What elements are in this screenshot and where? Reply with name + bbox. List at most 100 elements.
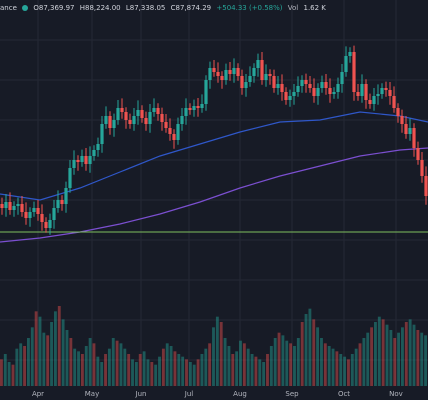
volume-bar bbox=[350, 354, 354, 386]
x-tick-label: Oct bbox=[338, 390, 350, 398]
volume-bar bbox=[80, 354, 84, 386]
candle-body bbox=[252, 68, 256, 76]
volume-bar bbox=[142, 351, 146, 386]
volume-bar bbox=[227, 346, 231, 386]
candle-body bbox=[104, 116, 108, 124]
volume-bar bbox=[161, 348, 165, 386]
volume-bar bbox=[23, 346, 26, 386]
volume-bar bbox=[123, 348, 127, 386]
candle-body bbox=[168, 128, 172, 134]
candle-body bbox=[152, 108, 156, 112]
candle-body bbox=[408, 128, 412, 134]
volume-bar bbox=[77, 351, 80, 386]
volume-bar bbox=[250, 354, 254, 386]
candle-body bbox=[324, 82, 328, 88]
volume-bar bbox=[154, 364, 158, 386]
candle-body bbox=[400, 116, 404, 124]
volume-bar bbox=[339, 354, 343, 386]
x-tick-label: Aug bbox=[233, 390, 247, 398]
volume-bar bbox=[131, 359, 134, 386]
volume-bar bbox=[312, 319, 316, 386]
volume-bar bbox=[397, 332, 401, 386]
candle-body bbox=[392, 96, 396, 108]
candle-body bbox=[396, 108, 400, 116]
volume-bar bbox=[165, 343, 169, 386]
volume-bar bbox=[362, 338, 366, 386]
volume-bar bbox=[15, 348, 19, 386]
candle-body bbox=[368, 100, 372, 104]
candle-body bbox=[76, 160, 80, 162]
volume-bar bbox=[266, 354, 269, 386]
volume-bar bbox=[73, 348, 77, 386]
candle-body bbox=[196, 106, 200, 108]
volume-bar bbox=[296, 338, 300, 386]
legend-high: H88,224.00 bbox=[79, 4, 121, 12]
volume-bar bbox=[30, 327, 34, 386]
candle-body bbox=[348, 52, 352, 56]
volume-bar bbox=[177, 354, 181, 386]
candle-body bbox=[80, 156, 84, 162]
x-axis: Apr May Jun Jul Aug Sep Oct Nov bbox=[32, 390, 403, 398]
legend-volume-label: Vol bbox=[287, 4, 299, 12]
candle-body bbox=[308, 84, 312, 88]
volume-bar bbox=[11, 364, 15, 386]
volume-bar bbox=[0, 359, 3, 386]
volume-bar bbox=[84, 346, 88, 386]
candle-body bbox=[356, 92, 360, 96]
volume-bar bbox=[88, 338, 92, 386]
candle-body bbox=[208, 68, 212, 80]
candle-body bbox=[240, 76, 244, 88]
volume-bar bbox=[281, 335, 285, 386]
x-tick-label: Jul bbox=[184, 390, 194, 398]
volume-bar bbox=[258, 359, 262, 386]
volume-bar bbox=[192, 364, 196, 386]
candle-body bbox=[64, 188, 68, 204]
candle-body bbox=[336, 84, 340, 92]
candle-body bbox=[364, 84, 368, 100]
candle-body bbox=[40, 214, 44, 222]
volume-bar bbox=[138, 354, 142, 386]
candle-body bbox=[248, 76, 252, 82]
candle-body bbox=[132, 116, 136, 124]
candle-body bbox=[124, 112, 128, 120]
candle-body bbox=[160, 114, 164, 122]
candle-body bbox=[256, 60, 260, 68]
candle-body bbox=[44, 222, 48, 228]
candle-body bbox=[292, 92, 296, 96]
candles bbox=[0, 45, 428, 235]
volume-bar bbox=[262, 362, 266, 386]
volume-bar bbox=[412, 324, 416, 386]
candle-body bbox=[404, 124, 408, 134]
volume-bar bbox=[273, 338, 277, 386]
x-tick-label: May bbox=[85, 390, 99, 398]
ma-line-1 bbox=[0, 111, 428, 201]
candle-body bbox=[136, 110, 140, 116]
volume-bar bbox=[53, 311, 57, 386]
candle-body bbox=[176, 124, 180, 140]
volume-bar bbox=[381, 319, 385, 386]
candle-body bbox=[372, 96, 376, 104]
volume-bar bbox=[377, 316, 381, 386]
volume-bar bbox=[424, 335, 427, 386]
candle-body bbox=[380, 88, 384, 94]
candle-body bbox=[52, 208, 56, 220]
candle-body bbox=[36, 208, 40, 214]
volume-bar bbox=[300, 322, 304, 386]
candle-body bbox=[56, 200, 60, 208]
volume-bar bbox=[100, 362, 104, 386]
legend-volume: 1.62 K bbox=[303, 4, 326, 12]
candle-body bbox=[280, 84, 284, 92]
volume-bar bbox=[26, 338, 30, 386]
volume-bar bbox=[208, 343, 212, 386]
volume-bar bbox=[370, 327, 374, 386]
candle-body bbox=[420, 160, 424, 176]
volume-bar bbox=[42, 332, 46, 386]
volume-bars bbox=[0, 306, 427, 386]
candle-body bbox=[180, 116, 184, 124]
volume-bar bbox=[200, 354, 204, 386]
candle-body bbox=[8, 202, 12, 210]
volume-bar bbox=[239, 340, 242, 386]
candle-body bbox=[0, 204, 4, 208]
candle-body bbox=[192, 106, 196, 110]
candle-body bbox=[388, 90, 392, 96]
